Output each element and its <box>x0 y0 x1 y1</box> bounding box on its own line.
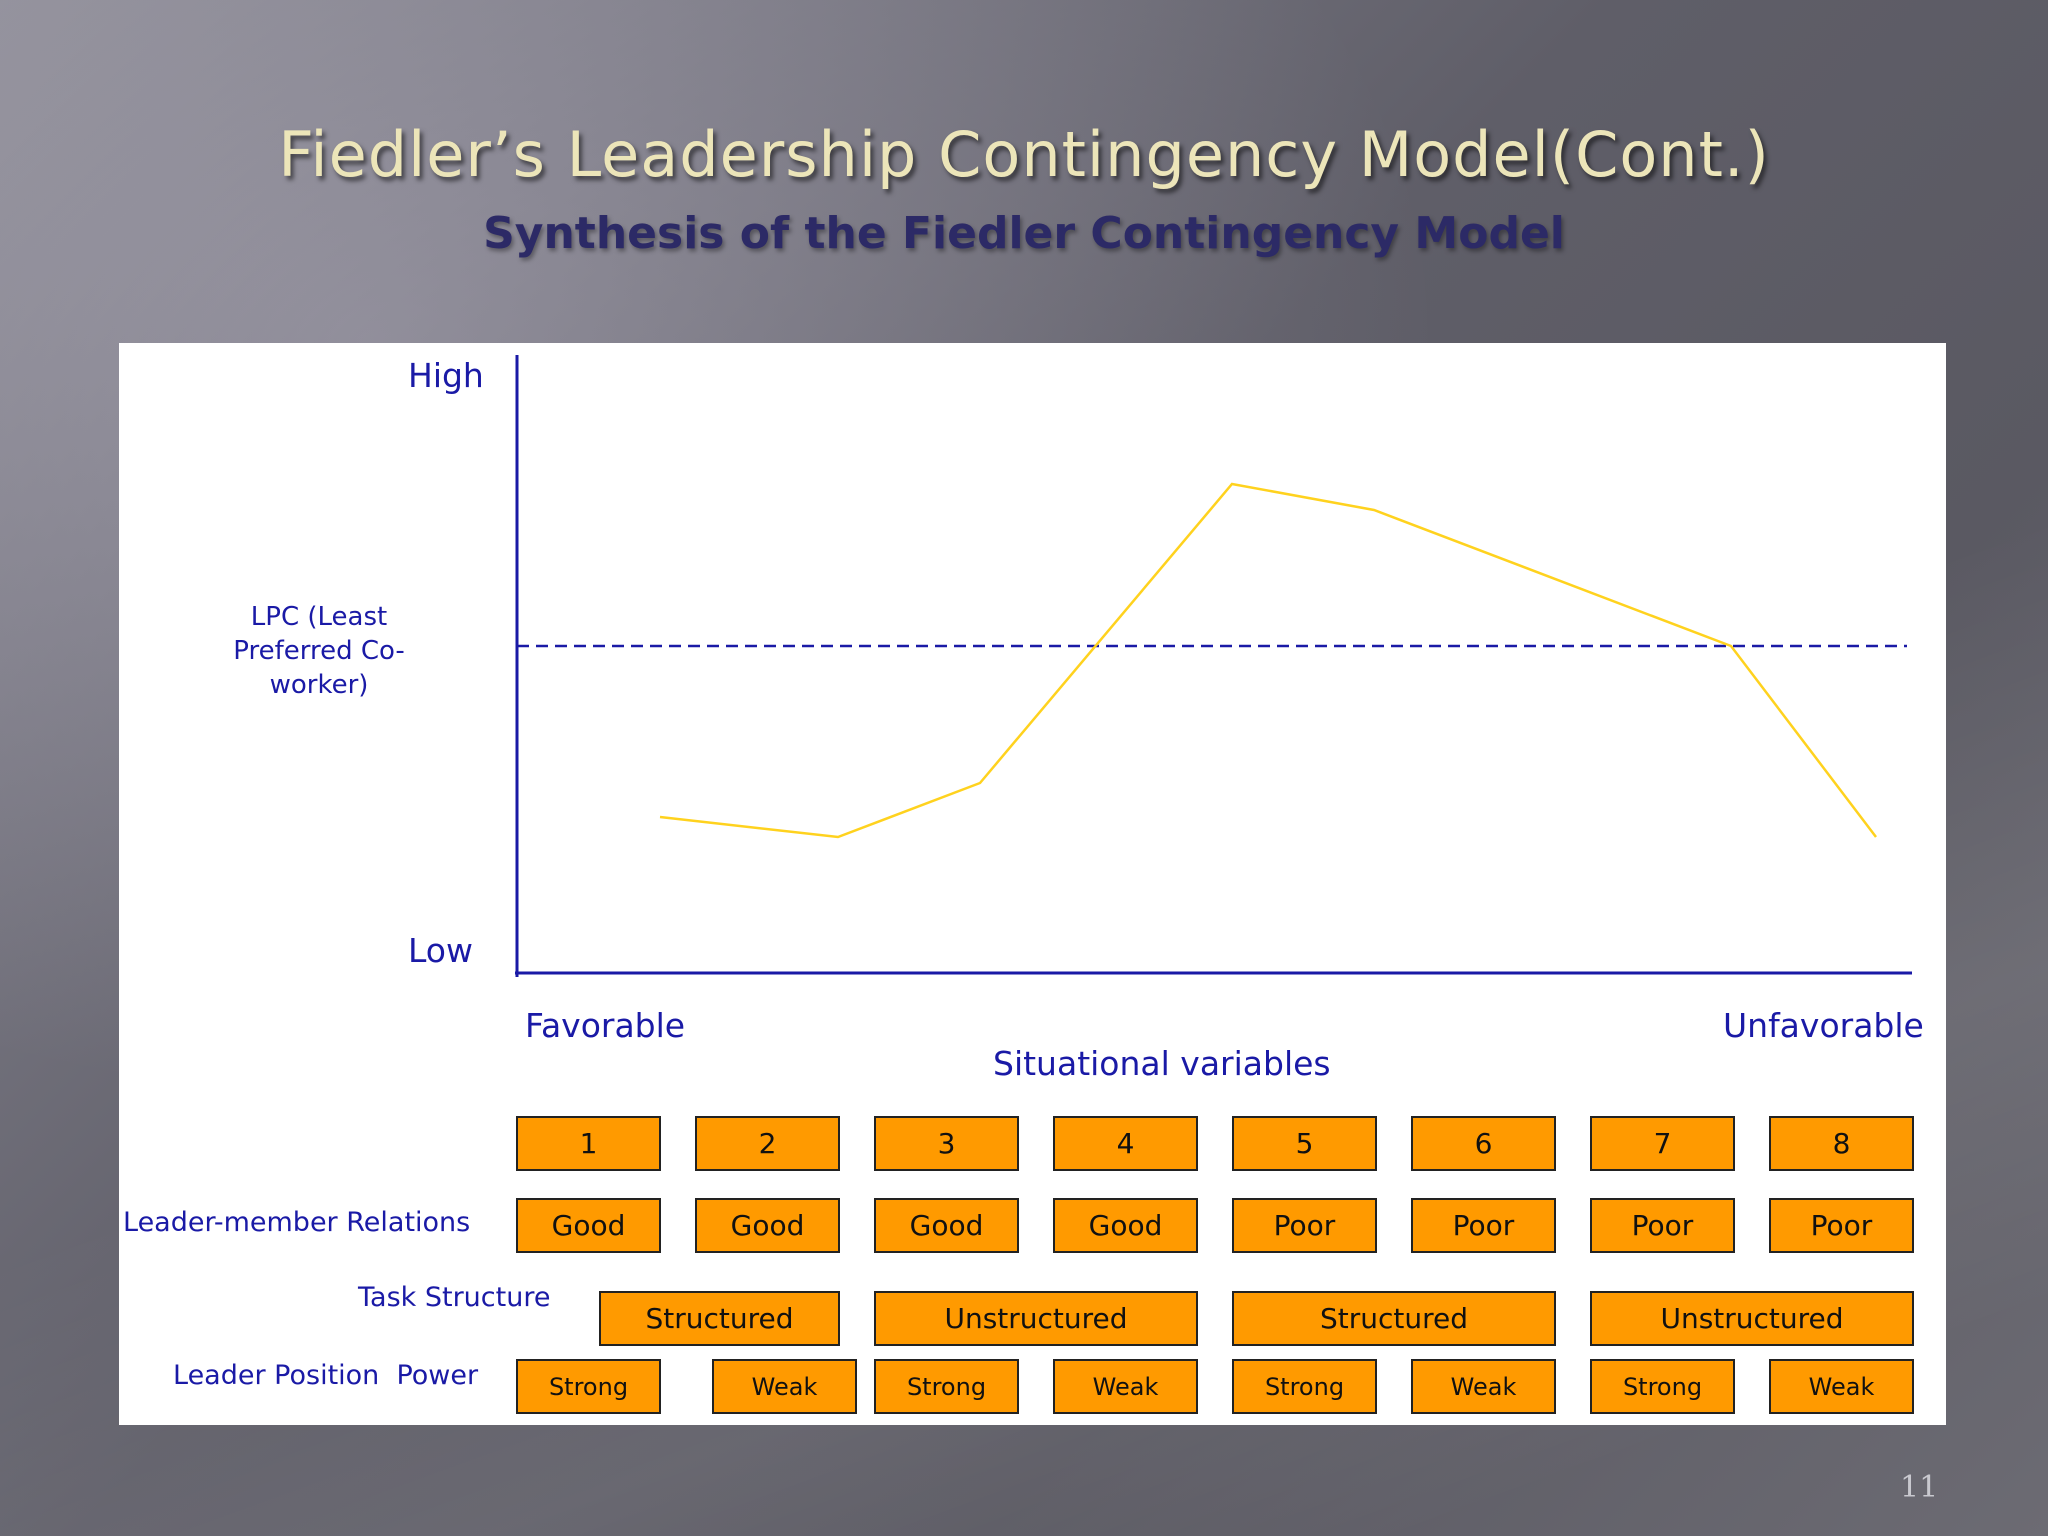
task-row-label: Task Structure <box>358 1282 551 1313</box>
task-box: Unstructured <box>1590 1291 1914 1346</box>
slide-subtitle: Synthesis of the Fiedler Contingency Mod… <box>483 208 1565 259</box>
relations-box: Good <box>1053 1198 1198 1253</box>
octant-box: 6 <box>1411 1116 1556 1171</box>
relations-box: Poor <box>1411 1198 1556 1253</box>
power-box: Weak <box>712 1359 857 1414</box>
power-box: Strong <box>1232 1359 1377 1414</box>
task-box: Unstructured <box>874 1291 1198 1346</box>
y-high-label: High <box>408 356 484 395</box>
octant-box: 8 <box>1769 1116 1914 1171</box>
x-left-label: Favorable <box>525 1006 686 1045</box>
power-box: Strong <box>516 1359 661 1414</box>
octant-box: 4 <box>1053 1116 1198 1171</box>
page-number: 11 <box>1900 1470 1939 1505</box>
power-box: Weak <box>1411 1359 1556 1414</box>
diagram-svg <box>515 355 1912 977</box>
diagram-panel: High LPC (Least Preferred Co-worker) Low… <box>119 343 1946 1425</box>
lpc-curve <box>659 482 1877 839</box>
power-box: Strong <box>1590 1359 1735 1414</box>
slide-title: Fiedler’s Leadership Contingency Model(C… <box>278 118 1770 191</box>
octant-box: 5 <box>1232 1116 1377 1171</box>
y-axis-label: LPC (Least Preferred Co-worker) <box>233 602 405 700</box>
relations-box: Poor <box>1769 1198 1914 1253</box>
power-row-label: Leader Position Power <box>173 1360 479 1391</box>
y-low-label: Low <box>408 931 473 970</box>
relations-box: Good <box>516 1198 661 1253</box>
octant-box: 7 <box>1590 1116 1735 1171</box>
task-box: Structured <box>1232 1291 1556 1346</box>
relations-box: Poor <box>1590 1198 1735 1253</box>
relations-box: Poor <box>1232 1198 1377 1253</box>
x-right-label: Unfavorable <box>1723 1006 1924 1045</box>
octant-box: 1 <box>516 1116 661 1171</box>
octant-box: 3 <box>874 1116 1019 1171</box>
power-box: Weak <box>1769 1359 1914 1414</box>
power-box: Weak <box>1053 1359 1198 1414</box>
power-box: Strong <box>874 1359 1019 1414</box>
octant-box: 2 <box>695 1116 840 1171</box>
relations-box: Good <box>874 1198 1019 1253</box>
x-axis-label: Situational variables <box>993 1044 1331 1083</box>
task-box: Structured <box>599 1291 840 1346</box>
relations-box: Good <box>695 1198 840 1253</box>
relations-row-label: Leader-member Relations <box>123 1207 471 1238</box>
